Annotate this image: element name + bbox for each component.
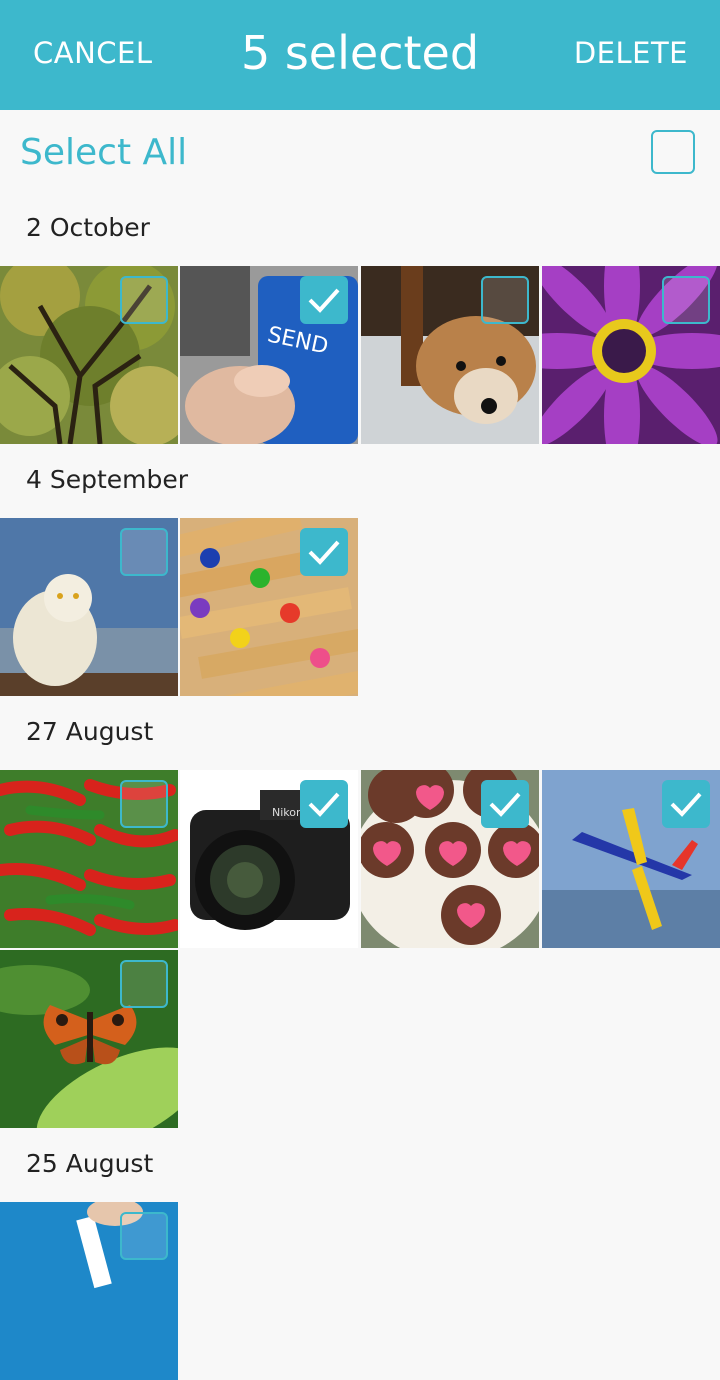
select-all-label[interactable]: Select All [20, 132, 188, 173]
photo-select-checkbox[interactable] [300, 276, 348, 324]
photo-select-checkbox[interactable] [120, 276, 168, 324]
purple-flower-image [542, 266, 720, 444]
heart-cookies-image [361, 770, 539, 948]
photo-thumbnail-heart-cookies[interactable] [361, 770, 539, 948]
photo-select-checkbox[interactable] [481, 276, 529, 324]
select-all-checkbox[interactable] [651, 130, 695, 174]
photo-select-checkbox[interactable] [481, 780, 529, 828]
camera-image: Nikon [180, 770, 358, 948]
checkmark-icon [308, 288, 340, 313]
send-key-image: SEND [180, 266, 358, 444]
section-date-header: 4 September [26, 465, 189, 494]
cancel-button[interactable]: CANCEL [33, 36, 153, 70]
photo-thumbnail-chili-peppers[interactable] [0, 770, 178, 948]
chili-peppers-image [0, 770, 178, 948]
photo-thumbnail-hand-card[interactable] [0, 1202, 178, 1380]
airplane-image [542, 770, 720, 948]
photo-thumbnail-colored-pencils[interactable] [180, 518, 358, 696]
photo-select-checkbox[interactable] [662, 276, 710, 324]
photo-thumbnail-snowy-owl[interactable] [0, 518, 178, 696]
photo-thumbnail-butterfly[interactable] [0, 950, 178, 1128]
photo-thumbnail-airplane[interactable] [542, 770, 720, 948]
photo-thumbnail-send-key[interactable]: SEND [180, 266, 358, 444]
camera-brand-label: Nikon [272, 806, 303, 819]
photo-select-checkbox[interactable] [662, 780, 710, 828]
photo-select-checkbox[interactable] [300, 780, 348, 828]
photo-thumbnail-purple-flower[interactable] [542, 266, 720, 444]
snowy-owl-image [0, 518, 178, 696]
delete-button[interactable]: DELETE [573, 36, 688, 70]
photo-thumbnail-tree[interactable] [0, 266, 178, 444]
selection-count-title: 5 selected [240, 26, 480, 80]
select-all-row[interactable]: Select All [0, 110, 720, 196]
action-bar: CANCEL 5 selected DELETE [0, 0, 720, 110]
photo-thumbnail-camera[interactable]: Nikon [180, 770, 358, 948]
photo-select-checkbox[interactable] [120, 1212, 168, 1260]
photo-select-checkbox[interactable] [300, 528, 348, 576]
photo-select-checkbox[interactable] [120, 528, 168, 576]
photo-select-checkbox[interactable] [120, 960, 168, 1008]
checkmark-icon [670, 792, 702, 817]
butterfly-image [0, 950, 178, 1128]
checkmark-icon [489, 792, 521, 817]
section-date-header: 25 August [26, 1149, 154, 1178]
checkmark-icon [308, 540, 340, 565]
photo-thumbnail-dog[interactable] [361, 266, 539, 444]
section-date-header: 2 October [26, 213, 150, 242]
section-date-header: 27 August [26, 717, 154, 746]
photo-select-checkbox[interactable] [120, 780, 168, 828]
checkmark-icon [308, 792, 340, 817]
tree-image [0, 266, 178, 444]
